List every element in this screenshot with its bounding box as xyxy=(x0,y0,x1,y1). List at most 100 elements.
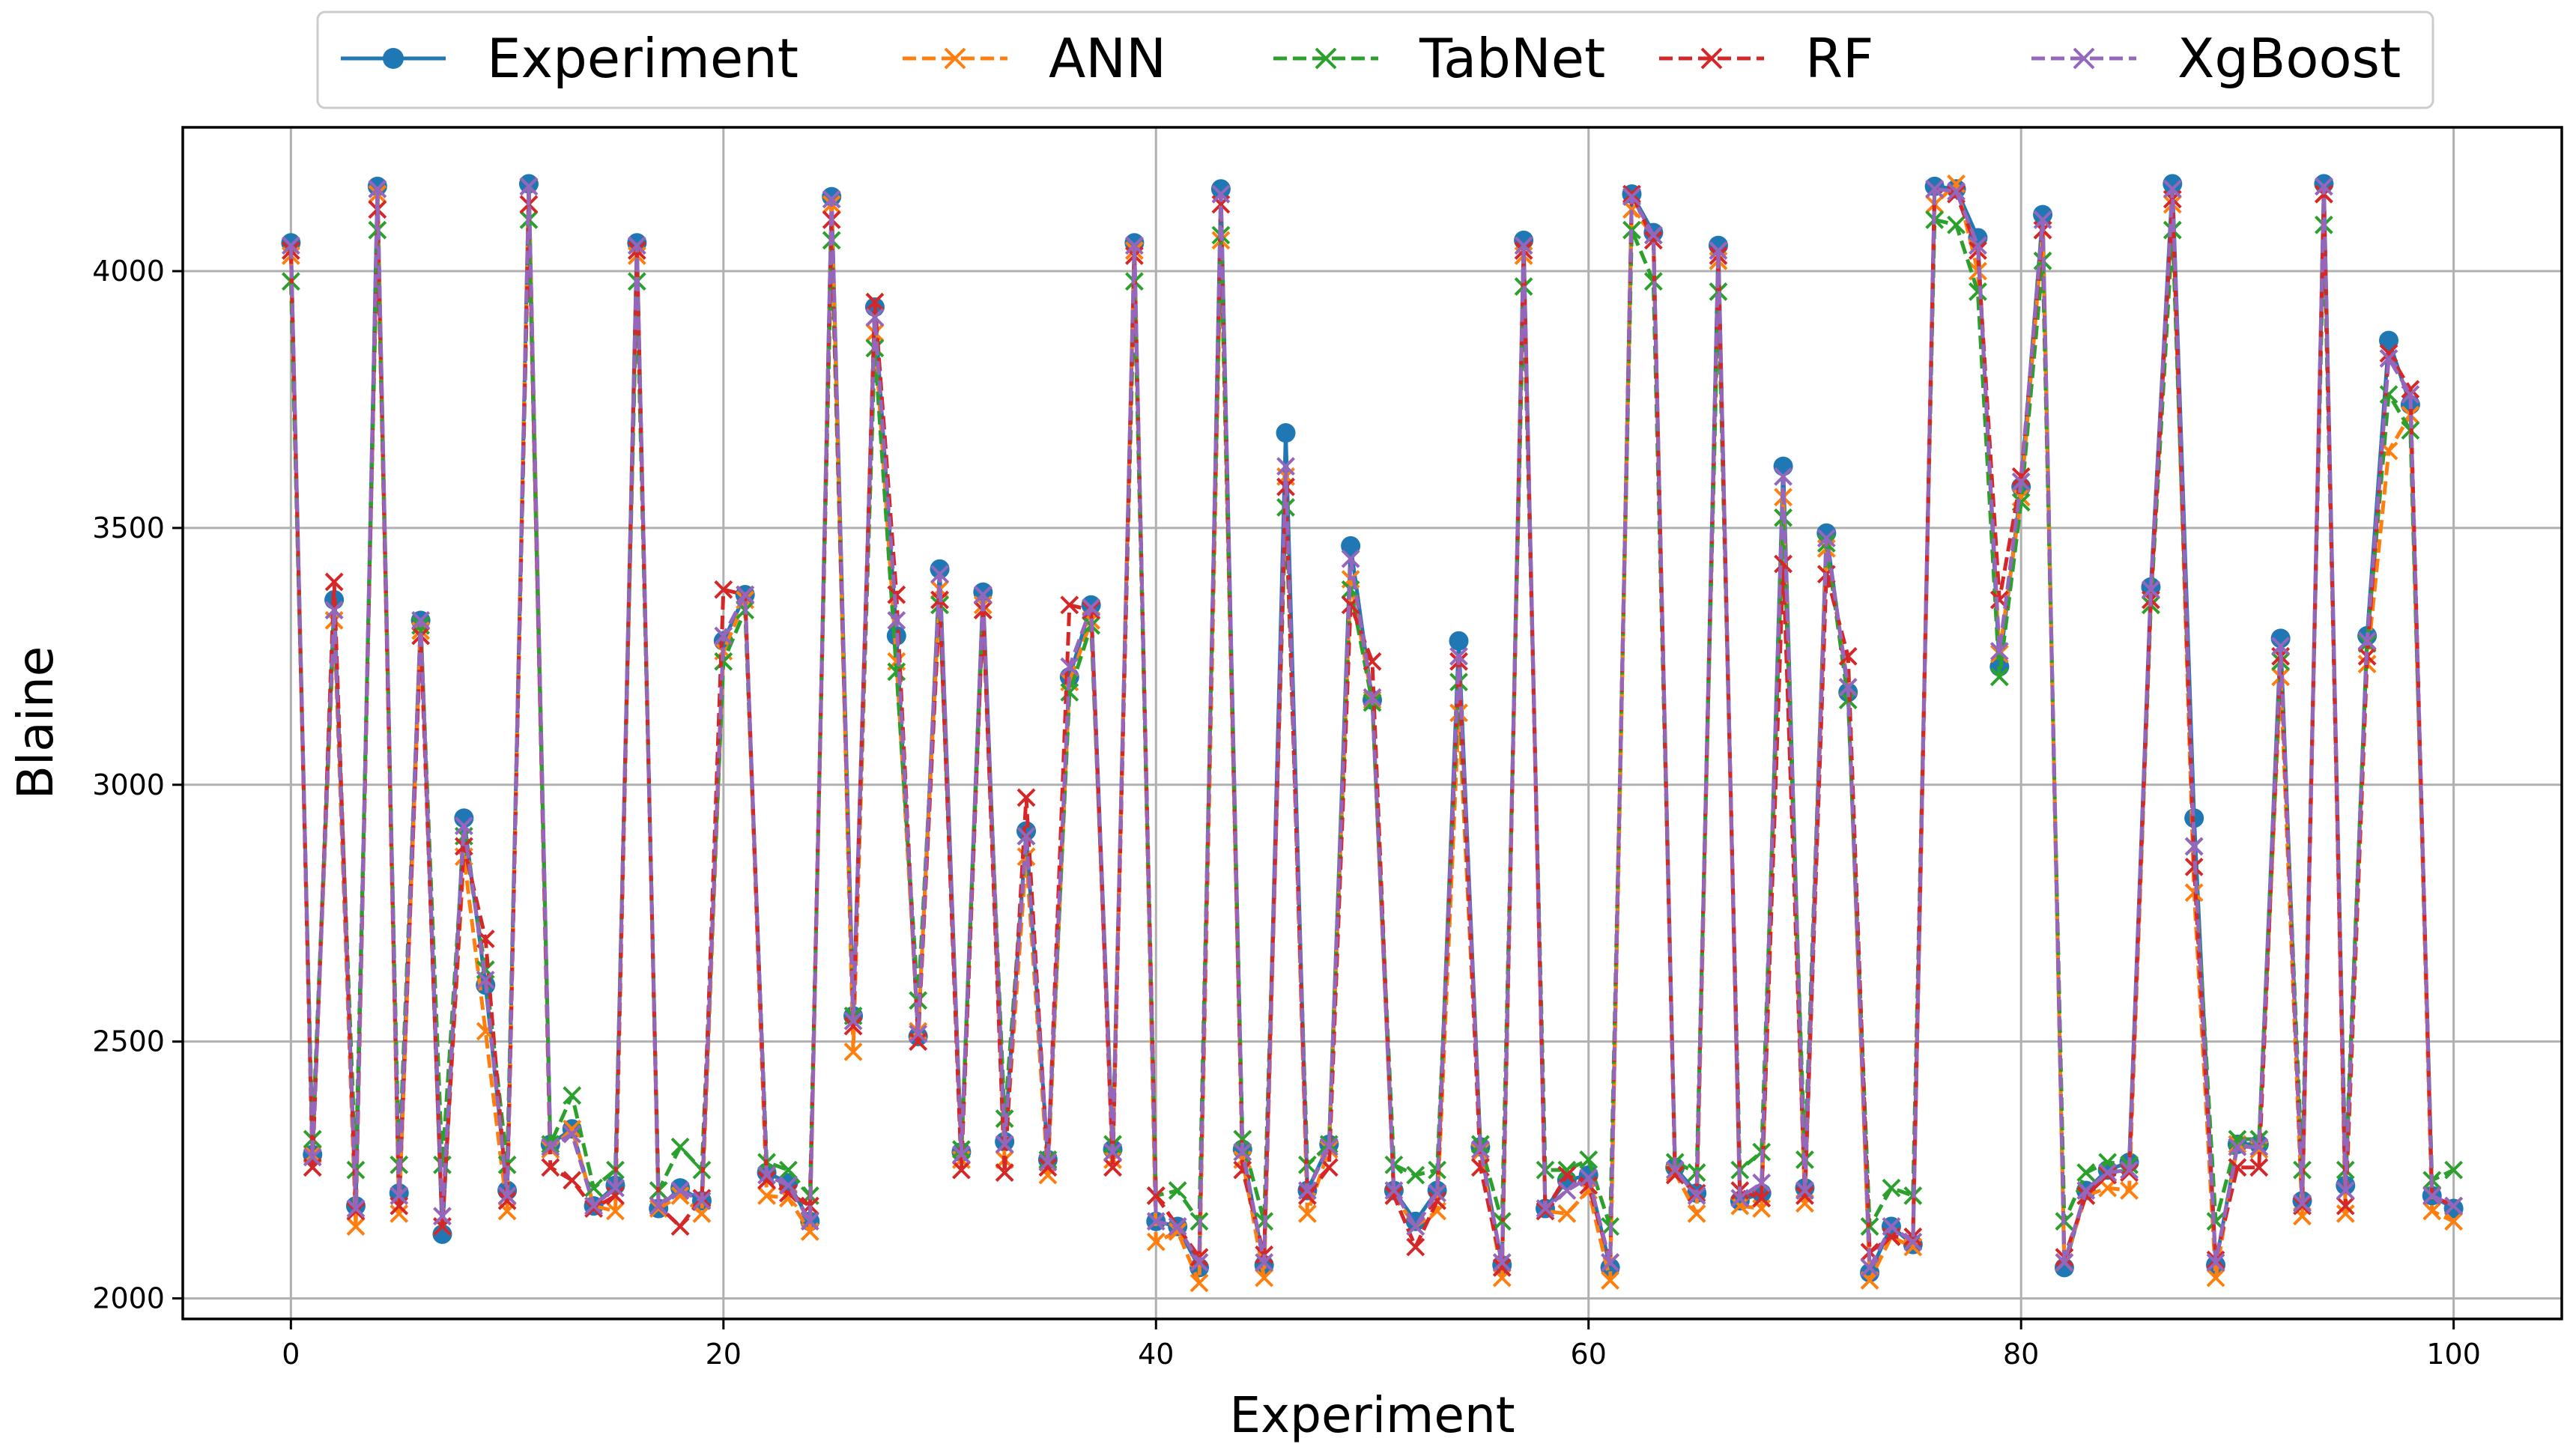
data-point-xgboost xyxy=(1882,1217,1901,1236)
data-point-xgboost xyxy=(433,1207,452,1226)
data-point-ann xyxy=(2336,1204,2355,1223)
data-point-xgboost xyxy=(2163,179,2182,198)
data-point-rf xyxy=(497,1191,517,1210)
data-point-tabnet xyxy=(1989,667,2009,687)
legend-label-experiment: Experiment xyxy=(487,27,798,90)
data-point-tabnet xyxy=(1969,282,1987,301)
data-point-xgboost xyxy=(692,1191,712,1210)
data-point-xgboost xyxy=(1622,187,1641,206)
data-point-xgboost xyxy=(1903,1232,1923,1252)
data-point-rf xyxy=(1428,1191,1447,1210)
data-point-ann xyxy=(1687,1204,1706,1223)
data-point-xgboost xyxy=(1774,467,1792,486)
data-point-tabnet xyxy=(714,652,733,671)
data-point-xgboost xyxy=(2422,1186,2442,1205)
data-point-experiment xyxy=(2033,204,2053,225)
data-point-xgboost xyxy=(2098,1163,2118,1182)
x-tick-label: 60 xyxy=(1571,1338,1607,1371)
data-point-rf xyxy=(1579,1176,1598,1195)
data-point-tabnet xyxy=(1579,1150,1598,1169)
data-point-xgboost xyxy=(1643,225,1663,245)
data-point-xgboost xyxy=(1082,598,1101,617)
data-point-xgboost xyxy=(1795,1181,1814,1200)
plot-frame xyxy=(181,126,2563,1320)
data-point-xgboost xyxy=(1189,1253,1209,1272)
data-point-xgboost xyxy=(779,1176,798,1195)
data-point-rf xyxy=(670,1217,690,1236)
data-point-xgboost xyxy=(1016,826,1036,846)
data-point-xgboost xyxy=(1103,1142,1122,1162)
data-point-xgboost xyxy=(736,585,755,604)
data-point-rf xyxy=(1146,1186,1166,1205)
data-point-xgboost xyxy=(1060,657,1079,676)
data-point-xgboost xyxy=(1384,1181,1404,1200)
data-point-rf xyxy=(714,580,733,599)
data-point-ann xyxy=(1557,1204,1577,1223)
data-point-rf xyxy=(1536,1201,1555,1221)
data-point-xgboost xyxy=(1449,646,1468,666)
data-point-xgboost xyxy=(952,1145,971,1164)
data-point-experiment xyxy=(1276,423,1296,443)
data-point-tabnet xyxy=(2444,1160,2464,1180)
data-point-ann xyxy=(1255,1268,1274,1287)
data-point-xgboost xyxy=(2228,1137,2247,1156)
data-point-xgboost xyxy=(2401,385,2420,404)
data-point-xgboost xyxy=(2293,1194,2312,1213)
grid xyxy=(183,127,2562,1319)
data-point-experiment xyxy=(930,559,950,579)
legend-marker-rf xyxy=(1700,47,1723,70)
x-tick-label: 20 xyxy=(706,1338,742,1371)
data-point-rf xyxy=(757,1171,776,1190)
data-point-xgboost xyxy=(2379,349,2398,368)
data-point-rf xyxy=(1774,554,1792,574)
data-point-rf xyxy=(2336,1196,2355,1216)
data-point-xgboost xyxy=(1557,1181,1577,1200)
data-point-xgboost xyxy=(2444,1196,2464,1216)
data-point-ann xyxy=(1297,1204,1317,1223)
data-point-rf xyxy=(541,1158,560,1177)
data-point-xgboost xyxy=(563,1124,582,1144)
data-point-xgboost xyxy=(1947,182,1966,201)
data-point-xgboost xyxy=(627,236,646,255)
data-point-rf xyxy=(1557,1165,1577,1185)
data-point-xgboost xyxy=(1838,678,1858,697)
data-point-xgboost xyxy=(1038,1153,1058,1172)
data-point-xgboost xyxy=(714,626,733,646)
series-xgboost xyxy=(281,177,2464,1277)
data-point-ann xyxy=(2120,1181,2139,1200)
data-point-ann xyxy=(563,1119,582,1138)
data-point-xgboost xyxy=(497,1186,517,1205)
data-point-experiment xyxy=(973,582,993,602)
data-point-rf xyxy=(2098,1165,2118,1185)
legend-label-tabnet: TabNet xyxy=(1419,27,1605,90)
data-point-tabnet xyxy=(1557,1160,1577,1180)
data-point-ann xyxy=(346,1217,366,1236)
data-point-xgboost xyxy=(1124,236,1144,255)
data-point-xgboost xyxy=(1687,1186,1706,1205)
data-point-rf xyxy=(1752,1189,1772,1208)
data-point-xgboost xyxy=(757,1165,776,1185)
legend-marker-ann xyxy=(944,47,966,70)
data-point-xgboost xyxy=(390,1186,409,1205)
data-point-xgboost xyxy=(2206,1253,2225,1272)
data-point-rf xyxy=(779,1183,798,1203)
data-point-rf xyxy=(2249,1158,2269,1177)
data-point-xgboost xyxy=(476,970,495,989)
data-point-ann xyxy=(1730,1196,1750,1216)
data-point-tabnet xyxy=(2379,385,2398,404)
data-point-experiment xyxy=(1081,595,1101,615)
data-point-xgboost xyxy=(973,585,992,604)
data-point-xgboost xyxy=(1601,1253,1620,1272)
data-point-xgboost xyxy=(2076,1181,2096,1200)
y-axis-label: Blaine xyxy=(7,646,64,800)
data-point-xgboost xyxy=(2357,631,2377,651)
data-point-ann xyxy=(1189,1273,1209,1293)
data-point-xgboost xyxy=(1536,1199,1555,1218)
data-point-xgboost xyxy=(930,565,949,584)
data-point-ann xyxy=(649,1199,668,1218)
legend-marker-xgboost xyxy=(2073,47,2095,70)
data-point-ann xyxy=(757,1186,776,1205)
data-point-rf xyxy=(952,1160,971,1180)
data-point-xgboost xyxy=(2314,177,2333,196)
data-point-ann xyxy=(1601,1271,1620,1290)
